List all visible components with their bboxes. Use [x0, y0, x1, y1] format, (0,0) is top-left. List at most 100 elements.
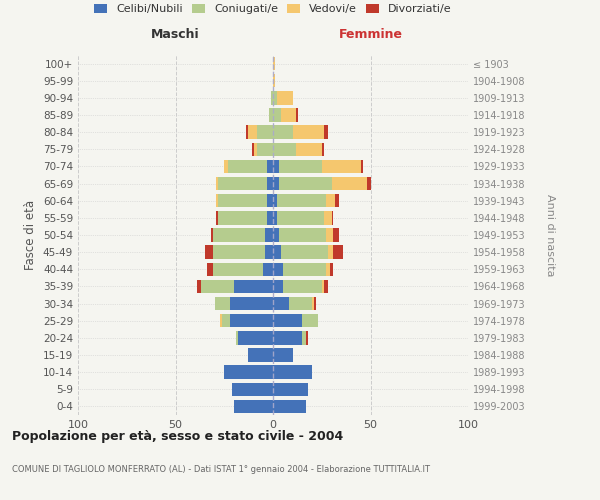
Bar [279, 228, 326, 241]
Bar [279, 160, 322, 173]
Text: Maschi: Maschi [151, 28, 200, 42]
Bar [281, 246, 328, 259]
Bar [289, 297, 312, 310]
Bar [273, 142, 296, 156]
Bar [277, 211, 324, 224]
Bar [217, 194, 218, 207]
Bar [212, 262, 263, 276]
Bar [273, 91, 277, 104]
Bar [273, 228, 279, 241]
Bar [215, 297, 230, 310]
Bar [211, 228, 212, 241]
Bar [273, 74, 275, 88]
Bar [265, 246, 273, 259]
Bar [238, 331, 273, 344]
Bar [218, 211, 267, 224]
Bar [283, 280, 322, 293]
Text: Femmine: Femmine [338, 28, 403, 42]
Bar [273, 211, 277, 224]
Bar [253, 142, 257, 156]
Bar [271, 91, 273, 104]
Bar [273, 160, 279, 173]
Bar [281, 108, 296, 122]
Bar [263, 262, 273, 276]
Bar [201, 280, 234, 293]
Bar [322, 280, 324, 293]
Bar [314, 297, 316, 310]
Bar [331, 177, 367, 190]
Bar [302, 314, 318, 328]
Bar [212, 228, 265, 241]
Bar [206, 262, 212, 276]
Bar [269, 108, 273, 122]
Bar [335, 194, 340, 207]
Bar [296, 108, 298, 122]
Bar [273, 262, 283, 276]
Bar [302, 331, 306, 344]
Text: Popolazione per età, sesso e stato civile - 2004: Popolazione per età, sesso e stato civil… [12, 430, 343, 443]
Bar [236, 331, 238, 344]
Bar [273, 177, 279, 190]
Text: COMUNE DI TAGLIOLO MONFERRATO (AL) - Dati ISTAT 1° gennaio 2004 - Elaborazione T: COMUNE DI TAGLIOLO MONFERRATO (AL) - Dat… [12, 465, 430, 474]
Bar [228, 160, 267, 173]
Bar [334, 228, 340, 241]
Bar [296, 142, 322, 156]
Bar [205, 246, 212, 259]
Bar [322, 142, 324, 156]
Bar [329, 262, 334, 276]
Bar [197, 280, 201, 293]
Bar [326, 262, 329, 276]
Y-axis label: Fasce di età: Fasce di età [25, 200, 37, 270]
Bar [283, 262, 326, 276]
Bar [331, 211, 334, 224]
Bar [324, 280, 328, 293]
Legend: Celibi/Nubili, Coniugati/e, Vedovi/e, Divorziati/e: Celibi/Nubili, Coniugati/e, Vedovi/e, Di… [90, 0, 456, 18]
Bar [324, 126, 328, 139]
Bar [267, 194, 273, 207]
Bar [232, 382, 273, 396]
Bar [267, 177, 273, 190]
Bar [334, 246, 343, 259]
Bar [218, 194, 267, 207]
Bar [328, 246, 334, 259]
Y-axis label: Anni di nascita: Anni di nascita [545, 194, 555, 276]
Bar [257, 126, 273, 139]
Bar [217, 211, 218, 224]
Bar [324, 211, 331, 224]
Bar [277, 194, 326, 207]
Bar [293, 126, 324, 139]
Bar [273, 382, 308, 396]
Bar [230, 297, 273, 310]
Bar [306, 331, 308, 344]
Bar [234, 280, 273, 293]
Bar [273, 246, 281, 259]
Bar [267, 211, 273, 224]
Bar [273, 194, 277, 207]
Bar [222, 314, 230, 328]
Bar [273, 400, 306, 413]
Bar [230, 314, 273, 328]
Bar [212, 246, 265, 259]
Bar [312, 297, 314, 310]
Bar [273, 331, 302, 344]
Bar [251, 142, 254, 156]
Bar [224, 366, 273, 379]
Bar [277, 91, 293, 104]
Bar [273, 108, 281, 122]
Bar [267, 160, 273, 173]
Bar [220, 314, 223, 328]
Bar [246, 126, 248, 139]
Bar [273, 366, 312, 379]
Bar [361, 160, 362, 173]
Bar [234, 400, 273, 413]
Bar [273, 280, 283, 293]
Bar [322, 160, 361, 173]
Bar [273, 348, 293, 362]
Bar [265, 228, 273, 241]
Bar [217, 177, 218, 190]
Bar [257, 142, 273, 156]
Bar [248, 126, 257, 139]
Bar [218, 177, 267, 190]
Bar [273, 297, 289, 310]
Bar [273, 57, 275, 70]
